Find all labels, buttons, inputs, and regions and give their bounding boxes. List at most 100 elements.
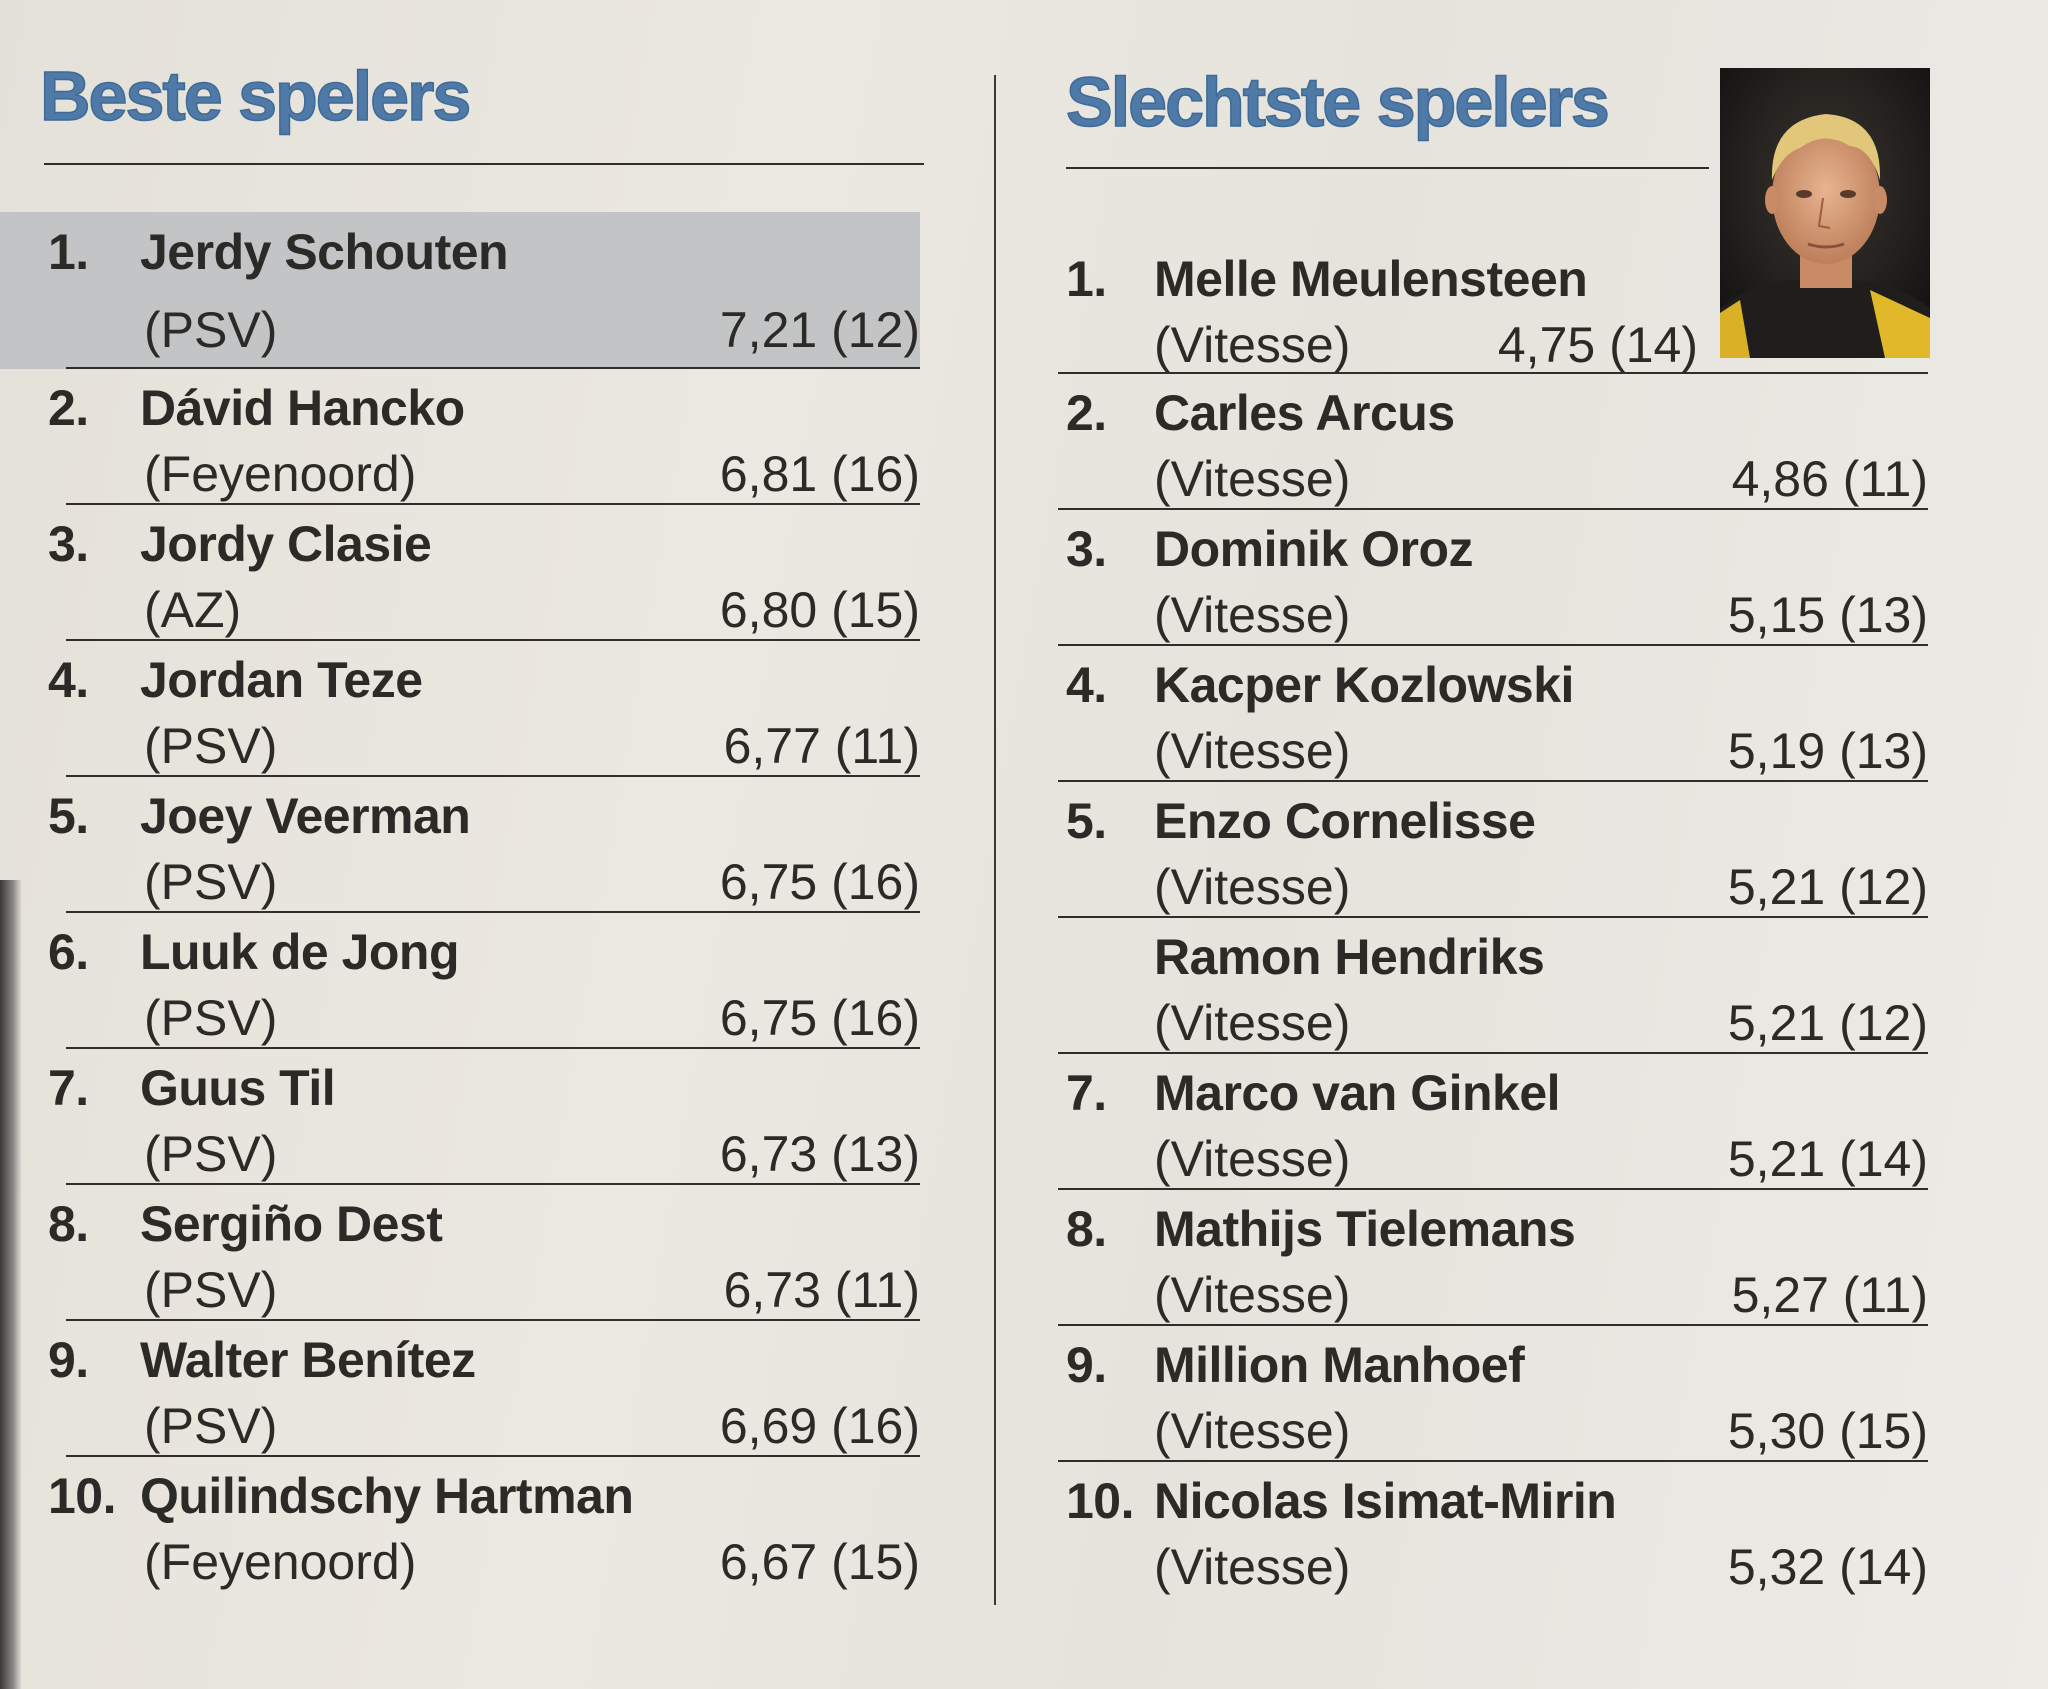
list-item: 9. Walter Benítez (PSV) 6,69 (16) xyxy=(40,1321,920,1457)
rank: 1. xyxy=(1066,251,1107,307)
rank: 2. xyxy=(48,380,89,436)
player-name: Enzo Cornelisse xyxy=(1154,793,1536,849)
list-item: 8. Mathijs Tielemans (Vitesse) 5,27 (11) xyxy=(1058,1190,1928,1326)
row-rule xyxy=(66,1455,920,1457)
rank: 8. xyxy=(48,1196,89,1252)
best-players-heading: Beste spelers xyxy=(39,56,472,136)
rank: 7. xyxy=(1066,1065,1107,1121)
rank: 3. xyxy=(1066,521,1107,577)
player-name: Marco van Ginkel xyxy=(1154,1065,1561,1121)
row-rule xyxy=(66,1183,920,1185)
player-name: Walter Benítez xyxy=(140,1332,476,1388)
player-name: Quilindschy Hartman xyxy=(140,1468,634,1524)
rank: 1. xyxy=(48,224,89,280)
row-rule xyxy=(1058,508,1928,510)
list-item: 3. Dominik Oroz (Vitesse) 5,15 (13) xyxy=(1058,510,1928,646)
list-item: 1. Jerdy Schouten (PSV) 7,21 (12) xyxy=(0,212,920,369)
rank: 5. xyxy=(48,788,89,844)
club: (Feyenoord) xyxy=(144,1534,417,1590)
list-item: 7. Marco van Ginkel (Vitesse) 5,21 (14) xyxy=(1058,1054,1928,1190)
player-name: Nicolas Isimat-Mirin xyxy=(1154,1473,1617,1529)
rank: 2. xyxy=(1066,385,1107,441)
rank: 9. xyxy=(48,1332,89,1388)
row-rule xyxy=(1058,372,1928,374)
heading-rule xyxy=(1066,167,1709,169)
worst-players-heading: Slechtste spelers xyxy=(1065,62,1610,142)
rank: 10. xyxy=(48,1468,117,1524)
club: (Vitesse) xyxy=(1154,1403,1351,1459)
player-name: Jerdy Schouten xyxy=(140,224,509,280)
list-item: 4. Jordan Teze (PSV) 6,77 (11) xyxy=(40,641,920,777)
club: (PSV) xyxy=(144,990,278,1046)
club: (Vitesse) xyxy=(1154,1539,1351,1595)
score: 6,73 (11) xyxy=(723,1262,920,1318)
row-rule xyxy=(1058,1460,1928,1462)
row-rule xyxy=(66,775,920,777)
list-item: 6. Luuk de Jong (PSV) 6,75 (16) xyxy=(40,913,920,1049)
list-item: 5. Joey Veerman (PSV) 6,75 (16) xyxy=(40,777,920,913)
rank: 10. xyxy=(1066,1473,1135,1529)
player-name: Sergiño Dest xyxy=(140,1196,443,1252)
score: 5,27 (11) xyxy=(1731,1267,1928,1323)
row-rule xyxy=(1058,780,1928,782)
club: (Vitesse) xyxy=(1154,317,1351,373)
club: (PSV) xyxy=(144,1398,278,1454)
club: (Vitesse) xyxy=(1154,723,1351,779)
score: 5,15 (13) xyxy=(1727,587,1928,643)
player-name: Dávid Hancko xyxy=(140,380,465,436)
score: 6,81 (16) xyxy=(719,446,920,502)
club: (Vitesse) xyxy=(1154,1131,1351,1187)
row-rule xyxy=(66,367,920,369)
club: (Feyenoord) xyxy=(144,446,417,502)
club: (PSV) xyxy=(144,1262,278,1318)
row-rule xyxy=(66,639,920,641)
list-item: 2. Carles Arcus (Vitesse) 4,86 (11) xyxy=(1058,374,1928,510)
row-rule xyxy=(1058,1324,1928,1326)
row-rule xyxy=(66,911,920,913)
portrait-illustration xyxy=(1720,68,1930,358)
club: (Vitesse) xyxy=(1154,587,1351,643)
player-name: Melle Meulensteen xyxy=(1154,251,1588,307)
list-item: 4. Kacper Kozlowski (Vitesse) 5,19 (13) xyxy=(1058,646,1928,782)
list-item: 10. Quilindschy Hartman (Feyenoord) 6,67 (… xyxy=(40,1457,920,1593)
rank: 4. xyxy=(1066,657,1107,713)
row-rule xyxy=(66,1047,920,1049)
rank: 7. xyxy=(48,1060,89,1116)
score: 5,21 (14) xyxy=(1727,1131,1928,1187)
score: 6,80 (15) xyxy=(719,582,920,638)
rank: 4. xyxy=(48,652,89,708)
list-item: 7. Guus Til (PSV) 6,73 (13) xyxy=(40,1049,920,1185)
score: 5,21 (12) xyxy=(1727,995,1928,1051)
list-item: 2. Dávid Hancko (Feyenoord) 6,81 (16) xyxy=(40,369,920,505)
worst-players-list: 1. Melle Meulensteen (Vitesse) 4,75 (14) 2… xyxy=(1058,240,1928,1598)
club: (PSV) xyxy=(144,718,278,774)
score: 6,77 (11) xyxy=(723,718,920,774)
club: (Vitesse) xyxy=(1154,995,1351,1051)
player-name: Ramon Hendriks xyxy=(1154,929,1545,985)
best-players-list: 1. Jerdy Schouten (PSV) 7,21 (12) 2. Dávid … xyxy=(0,212,920,1593)
list-item: 5. Enzo Cornelisse (Vitesse) 5,21 (12) xyxy=(1058,782,1928,918)
player-name: Kacper Kozlowski xyxy=(1154,657,1574,713)
list-item: 3. Jordy Clasie (AZ) 6,80 (15) xyxy=(40,505,920,641)
score: 6,75 (16) xyxy=(719,854,920,910)
row-rule xyxy=(1058,1188,1928,1190)
score: 6,75 (16) xyxy=(719,990,920,1046)
player-photo xyxy=(1720,68,1930,358)
club: (Vitesse) xyxy=(1154,1267,1351,1323)
row-rule xyxy=(66,1319,920,1321)
page-edge-shadow xyxy=(0,880,22,1689)
list-item: Ramon Hendriks (Vitesse) 5,21 (12) xyxy=(1058,918,1928,1054)
rank: 9. xyxy=(1066,1337,1107,1393)
list-item: 1. Melle Meulensteen (Vitesse) 4,75 (14) xyxy=(1058,240,1928,374)
player-name: Jordy Clasie xyxy=(140,516,432,572)
club: (PSV) xyxy=(144,854,278,910)
heading-rule xyxy=(44,163,924,165)
score: 4,75 (14) xyxy=(1497,317,1698,373)
player-name: Million Manhoef xyxy=(1154,1337,1525,1393)
score: 6,73 (13) xyxy=(719,1126,920,1182)
row-rule xyxy=(1058,1052,1928,1054)
list-item: 9. Million Manhoef (Vitesse) 5,30 (15) xyxy=(1058,1326,1928,1462)
club: (PSV) xyxy=(144,1126,278,1182)
row-rule xyxy=(1058,916,1928,918)
player-name: Dominik Oroz xyxy=(1154,521,1474,577)
